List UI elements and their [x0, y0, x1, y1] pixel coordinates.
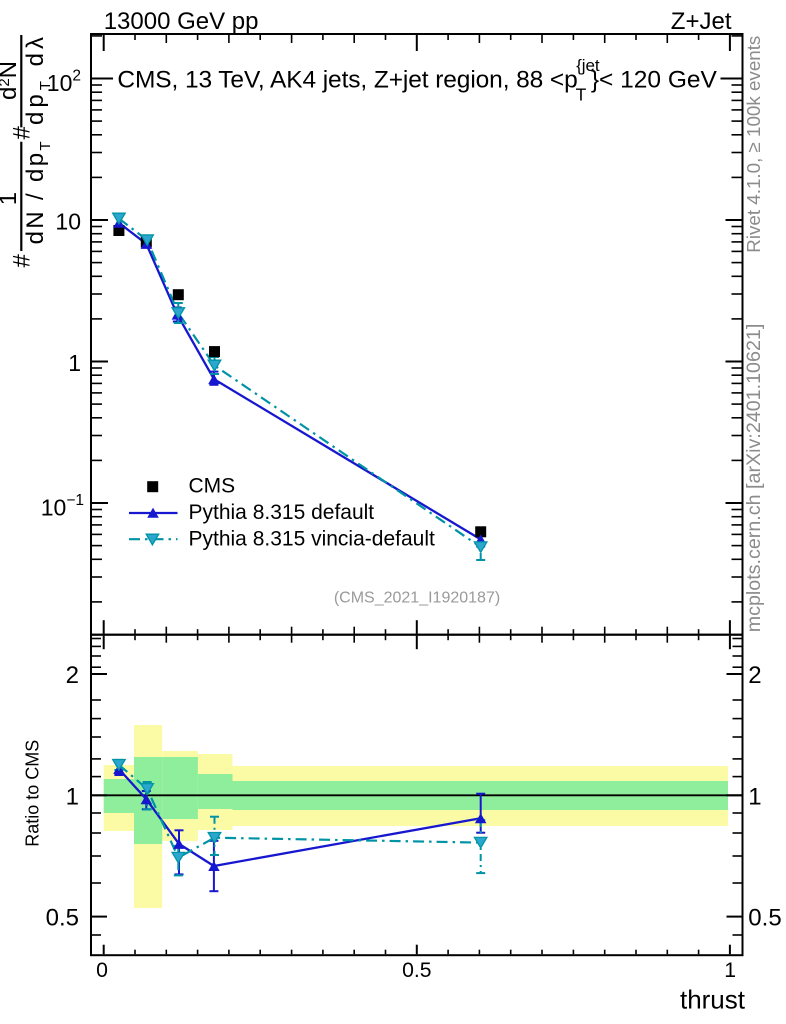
svg-text:13000 GeV pp: 13000 GeV pp: [104, 8, 259, 35]
svg-text:thrust: thrust: [680, 985, 746, 1015]
svg-text:#: #: [8, 125, 35, 139]
svg-text:Pythia 8.315 vincia-default: Pythia 8.315 vincia-default: [189, 528, 435, 551]
svg-text:2: 2: [748, 662, 761, 689]
svg-text:CMS, 13 TeV, AK4 jets, Z+jet r: CMS, 13 TeV, AK4 jets, Z+jet region, 88 …: [117, 56, 717, 105]
svg-text:Pythia 8.315 default: Pythia 8.315 default: [189, 501, 375, 524]
svg-text:mcplots.cern.ch [arXiv:2401.10: mcplots.cern.ch [arXiv:2401.10621]: [743, 324, 765, 633]
svg-text:10: 10: [55, 208, 81, 234]
svg-text:Z+Jet: Z+Jet: [671, 8, 732, 35]
svg-text:dN / dpT: dN / dpT: [22, 141, 54, 244]
svg-text:(CMS_2021_I1920187): (CMS_2021_I1920187): [334, 590, 500, 607]
svg-text:0.5: 0.5: [402, 959, 431, 982]
svg-text:#: #: [8, 254, 35, 268]
svg-text:0.5: 0.5: [748, 905, 781, 932]
svg-text:1: 1: [66, 783, 79, 810]
svg-text:CMS: CMS: [189, 475, 236, 498]
svg-text:Rivet 4.1.0, ≥ 100k events: Rivet 4.1.0, ≥ 100k events: [743, 36, 764, 253]
svg-text:1: 1: [748, 783, 761, 810]
svg-text:1: 1: [724, 959, 736, 982]
svg-text:Ratio to CMS: Ratio to CMS: [22, 740, 42, 847]
svg-text:d2N: d2N: [0, 61, 22, 100]
svg-text:1: 1: [68, 350, 81, 376]
svg-text:10−1: 10−1: [41, 492, 84, 521]
svg-text:0: 0: [96, 959, 108, 982]
svg-text:2: 2: [66, 662, 79, 689]
svg-text:0.5: 0.5: [46, 905, 79, 932]
svg-text:1: 1: [0, 192, 22, 205]
